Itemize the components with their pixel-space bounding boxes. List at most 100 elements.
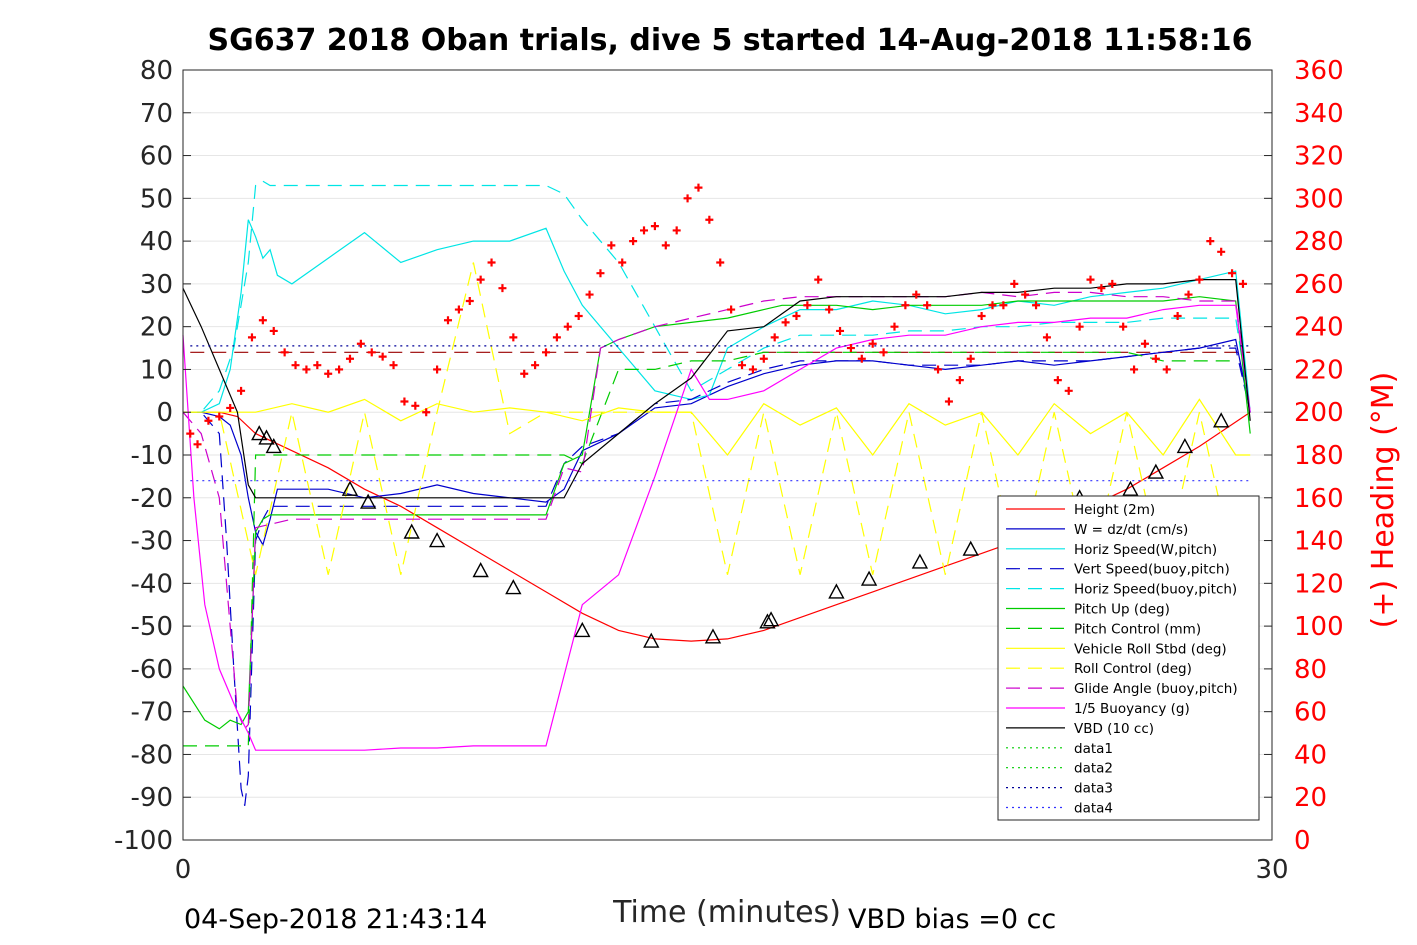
depth-marker <box>359 493 377 509</box>
heading-point <box>574 311 583 320</box>
heading-point <box>433 365 442 374</box>
depth-marker <box>251 425 268 441</box>
legend-box <box>997 495 1260 821</box>
heading-point <box>1228 269 1237 278</box>
heading-point <box>607 241 616 250</box>
legend-label: Glide Angle (buoy,pitch) <box>1074 681 1238 697</box>
heading-point <box>1140 339 1149 348</box>
series-line-vehicle-roll-stbd-deg <box>183 398 1251 457</box>
y2-tick-label: 20 <box>1294 783 1327 813</box>
heading-point <box>237 386 246 395</box>
heading-point <box>313 361 322 370</box>
y-tick-label: -10 <box>131 441 173 471</box>
heading-point <box>345 354 354 363</box>
y2-tick-label: 340 <box>1294 99 1344 129</box>
y-tick-label: 10 <box>140 355 173 385</box>
legend-label: Pitch Control (mm) <box>1074 621 1201 637</box>
heading-point <box>367 348 376 357</box>
depth-marker <box>762 611 780 627</box>
heading-point <box>966 354 975 363</box>
legend-label: Vert Speed(buoy,pitch) <box>1074 562 1230 578</box>
heading-point <box>1086 275 1095 284</box>
y-tick-label: 20 <box>140 313 173 343</box>
heading-point <box>389 361 398 370</box>
y-tick-label: -70 <box>131 698 173 728</box>
heading-point <box>1010 279 1019 288</box>
depth-marker <box>574 621 591 638</box>
y2-tick-label: 260 <box>1294 270 1344 300</box>
heading-point <box>247 333 256 342</box>
heading-point <box>335 365 344 374</box>
y2-tick-label: 300 <box>1294 184 1344 214</box>
heading-point <box>1053 376 1062 385</box>
y-tick-label: -60 <box>131 655 173 685</box>
heading-point <box>422 408 431 417</box>
heading-point <box>803 301 812 310</box>
y2-tick-label: 360 <box>1294 56 1344 86</box>
legend-label: data3 <box>1074 781 1113 797</box>
y-tick-label: 50 <box>140 184 173 214</box>
depth-marker <box>1176 437 1194 454</box>
heading-points <box>186 183 1247 449</box>
heading-point <box>868 339 877 348</box>
depth-marker <box>1213 412 1230 428</box>
legend-label: Roll Control (deg) <box>1074 661 1192 677</box>
heading-point <box>215 412 224 421</box>
heading-point <box>955 376 964 385</box>
heading-point <box>825 305 834 314</box>
heading-point <box>923 301 932 310</box>
depth-marker <box>704 628 722 644</box>
heading-point <box>1130 365 1139 374</box>
y2-tick-label: 180 <box>1294 441 1344 471</box>
heading-point <box>846 344 855 353</box>
y-tick-label: 80 <box>140 56 173 86</box>
heading-point <box>1075 322 1084 331</box>
legend-label: Horiz Speed(buoy,pitch) <box>1074 582 1237 598</box>
heading-point <box>1206 237 1215 246</box>
heading-point <box>640 226 649 235</box>
y2-tick-label: 220 <box>1294 355 1344 385</box>
heading-point <box>378 352 387 361</box>
heading-point <box>531 361 540 370</box>
heading-point <box>792 311 801 320</box>
x-tick-label: 0 <box>175 855 192 885</box>
heading-point <box>269 326 278 335</box>
legend: Height (2m) W = dz/dt (cm/s) Horiz Speed(W… <box>997 495 1260 821</box>
depth-marker <box>265 437 282 454</box>
heading-point <box>1151 354 1160 363</box>
heading-point <box>542 348 550 357</box>
y2-tick-label: 60 <box>1294 698 1327 728</box>
heading-point <box>443 316 452 325</box>
y-tick-label: -40 <box>131 569 173 599</box>
depth-marker <box>403 523 420 539</box>
depth-marker <box>828 583 845 599</box>
legend-label: data1 <box>1074 741 1113 757</box>
heading-point <box>705 215 714 224</box>
heading-point <box>912 290 921 299</box>
heading-point <box>1021 290 1030 299</box>
heading-point <box>1108 279 1117 288</box>
y-tick-label: -30 <box>131 527 173 557</box>
heading-point <box>661 241 670 250</box>
heading-point <box>683 194 692 203</box>
depth-marker <box>759 613 776 629</box>
heading-point <box>509 333 518 342</box>
heading-point <box>1064 386 1073 395</box>
heading-point <box>781 318 790 327</box>
y2-tick-label: 240 <box>1294 313 1344 343</box>
y2-tick-label: 280 <box>1294 227 1344 257</box>
y-tick-label: -50 <box>131 612 173 642</box>
heading-point <box>879 348 888 357</box>
legend-label: data4 <box>1074 801 1113 817</box>
heading-point <box>694 183 703 192</box>
y2-tick-label: 200 <box>1294 398 1344 428</box>
heading-point <box>585 290 594 299</box>
footer-timestamp: 04-Sep-2018 21:43:14 <box>184 904 487 935</box>
legend-label: Horiz Speed(W,pitch) <box>1074 542 1217 558</box>
y-tick-label: 70 <box>140 99 173 129</box>
depth-marker <box>258 429 275 445</box>
heading-point <box>727 305 736 314</box>
heading-point <box>988 301 997 310</box>
